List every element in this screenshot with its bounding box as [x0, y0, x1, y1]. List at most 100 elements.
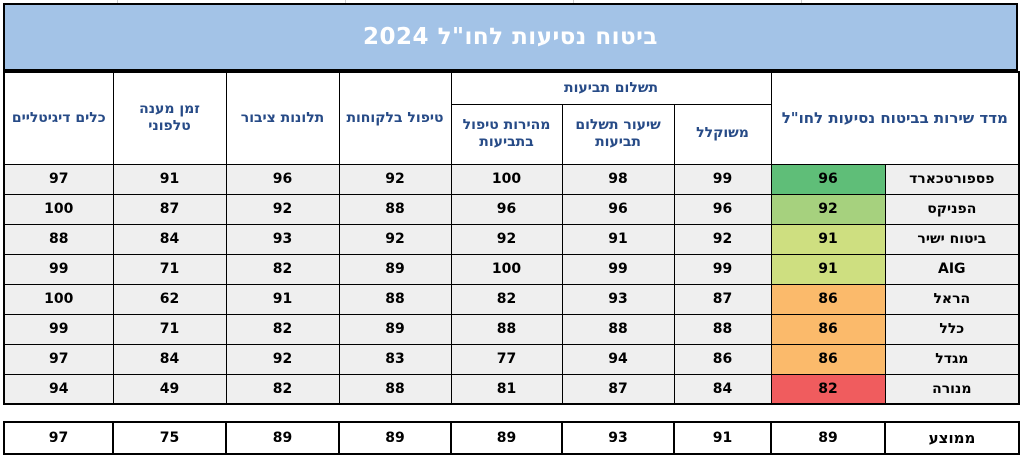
table-row-menora: מנורה 82 84 87 81 88 82 49 94	[3, 373, 1020, 405]
average-claim-speed-score: 89	[450, 421, 563, 455]
header-row-group: מדד שירות בביטוח נסיעות לחו"ל תשלום תביע…	[3, 71, 1020, 165]
table-row-harel: הראל 86 87 93 82 88 91 62 100	[3, 283, 1020, 315]
phone-score: 87	[112, 193, 227, 225]
table-row-passportcard: פספורטכארד 96 99 98 100 92 96 91 97	[3, 163, 1020, 195]
phone-score: 84	[112, 223, 227, 255]
company-name: הראל	[884, 283, 1020, 315]
digital-score: 99	[3, 253, 114, 285]
complaints-score: 93	[225, 223, 340, 255]
complaints-score: 96	[225, 163, 340, 195]
claim-rate-score: 94	[561, 343, 675, 375]
gridline-tick	[573, 0, 574, 3]
average-claim-rate-score: 93	[561, 421, 675, 455]
customer-care-score: 88	[338, 373, 452, 405]
header-row-sub: משוקלל שיעור תשלום תביעות מהירות טיפול ב…	[4, 103, 1019, 165]
weighted-score: 96	[673, 193, 772, 225]
average-label: ממוצע	[884, 421, 1020, 455]
customer-care-score: 92	[338, 163, 452, 195]
weighted-score: 88	[673, 313, 772, 345]
weighted-score: 84	[673, 373, 772, 405]
average-digital-score: 97	[3, 421, 114, 455]
average-phone-score: 75	[112, 421, 227, 455]
gridline-tick	[117, 0, 118, 3]
claim-rate-score: 98	[561, 163, 675, 195]
customer-care-score: 83	[338, 343, 452, 375]
header-claim-rate: שיעור תשלום תביעות	[561, 103, 675, 165]
header-digital-tools: כלים דיגיטליים	[3, 71, 114, 165]
header-service-index: מדד שירות בביטוח נסיעות לחו"ל	[770, 71, 1020, 165]
weighted-score: 99	[673, 163, 772, 195]
digital-score: 97	[3, 163, 114, 195]
insurance-index-table: מדד שירות בביטוח נסיעות לחו"ל תשלום תביע…	[3, 71, 1021, 405]
customer-care-score: 89	[338, 253, 452, 285]
header-weighted: משוקלל	[673, 103, 772, 165]
table-row-aig: AIG 91 99 99 100 89 82 71 99	[3, 253, 1020, 285]
phone-score: 62	[112, 283, 227, 315]
customer-care-score: 88	[338, 283, 452, 315]
index-score: 92	[770, 193, 886, 225]
digital-score: 97	[3, 343, 114, 375]
company-name: פספורטכארד	[884, 163, 1020, 195]
digital-score: 88	[3, 223, 114, 255]
complaints-score: 82	[225, 373, 340, 405]
header-phone-response: זמן מענה טלפוני	[112, 71, 227, 165]
index-score: 96	[770, 163, 886, 195]
table-row-phoenix: הפניקס 92 96 96 96 88 92 87 100	[3, 193, 1020, 225]
gridline-tick	[801, 0, 802, 3]
digital-score: 94	[3, 373, 114, 405]
phone-score: 91	[112, 163, 227, 195]
table-row-clal: כלל 86 88 88 88 89 82 71 99	[3, 313, 1020, 345]
company-name: מגדל	[884, 343, 1020, 375]
claim-speed-score: 77	[450, 343, 563, 375]
average-row-table: ממוצע 89 91 93 89 89 89 75 97	[3, 421, 1020, 455]
claim-rate-score: 88	[561, 313, 675, 345]
average-index-score: 89	[770, 421, 886, 455]
average-customer-care-score: 89	[338, 421, 452, 455]
claim-rate-score: 87	[561, 373, 675, 405]
complaints-score: 92	[225, 343, 340, 375]
complaints-score: 82	[225, 253, 340, 285]
customer-care-score: 92	[338, 223, 452, 255]
claim-speed-score: 82	[450, 283, 563, 315]
index-score: 86	[770, 283, 886, 315]
index-score: 91	[770, 223, 886, 255]
table-row-bituach-yashir: ביטוח ישיר 91 92 91 92 92 93 84 88	[3, 223, 1020, 255]
company-name: AIG	[884, 253, 1020, 285]
company-name: כלל	[884, 313, 1020, 345]
index-score: 91	[770, 253, 886, 285]
claim-rate-score: 91	[561, 223, 675, 255]
customer-care-score: 89	[338, 313, 452, 345]
company-name: מנורה	[884, 373, 1020, 405]
phone-score: 71	[112, 313, 227, 345]
table-title-bar: ביטוח נסיעות לחו"ל 2024	[3, 3, 1018, 71]
average-row: ממוצע 89 91 93 89 89 89 75 97	[3, 421, 1020, 455]
average-weighted-score: 91	[673, 421, 772, 455]
phone-score: 71	[112, 253, 227, 285]
complaints-score: 92	[225, 193, 340, 225]
digital-score: 100	[3, 193, 114, 225]
gridline-tick	[345, 0, 346, 3]
weighted-score: 92	[673, 223, 772, 255]
company-name: ביטוח ישיר	[884, 223, 1020, 255]
index-score: 86	[770, 313, 886, 345]
weighted-score: 99	[673, 253, 772, 285]
header-customer-care: טיפול בלקוחות	[338, 71, 452, 165]
average-complaints-score: 89	[225, 421, 340, 455]
claim-speed-score: 88	[450, 313, 563, 345]
header-claim-speed: מהירות טיפול בתביעות	[450, 103, 563, 165]
header-claims-group: תשלום תביעות	[450, 71, 772, 105]
header-public-complaints: תלונות ציבור	[225, 71, 340, 165]
claim-speed-score: 96	[450, 193, 563, 225]
digital-score: 100	[3, 283, 114, 315]
claim-speed-score: 100	[450, 253, 563, 285]
claim-speed-score: 81	[450, 373, 563, 405]
page-title: ביטוח נסיעות לחו"ל 2024	[363, 24, 658, 50]
table-row-migdal: מגדל 86 86 94 77 83 92 84 97	[3, 343, 1020, 375]
phone-score: 49	[112, 373, 227, 405]
complaints-score: 91	[225, 283, 340, 315]
index-score: 82	[770, 373, 886, 405]
complaints-score: 82	[225, 313, 340, 345]
digital-score: 99	[3, 313, 114, 345]
claim-speed-score: 92	[450, 223, 563, 255]
